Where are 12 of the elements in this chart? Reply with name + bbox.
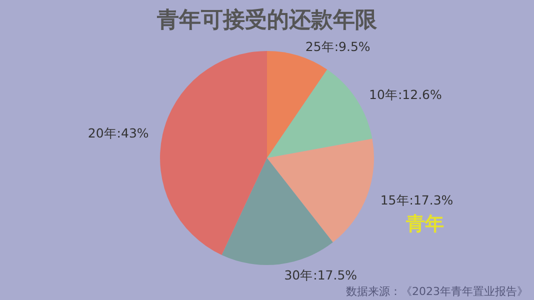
- slice-label: 30年:17.5%: [284, 267, 358, 282]
- source-note: 数据来源：《2023年青年置业报告》: [346, 285, 528, 298]
- text: 青年: [405, 213, 444, 235]
- pie-slice: [222, 158, 333, 265]
- pie-slice: [160, 51, 267, 255]
- slice-label: 10年:12.6%: [369, 87, 442, 102]
- chart-title: 青年可接受的还款年限: [156, 8, 378, 33]
- slice-label: 15年:17.3%: [380, 192, 454, 208]
- slice-label: 20年:43%: [88, 126, 149, 141]
- pie-slice: [267, 138, 374, 242]
- pie-slice: [267, 51, 328, 158]
- slice-label: 25年:9.5%: [305, 39, 370, 54]
